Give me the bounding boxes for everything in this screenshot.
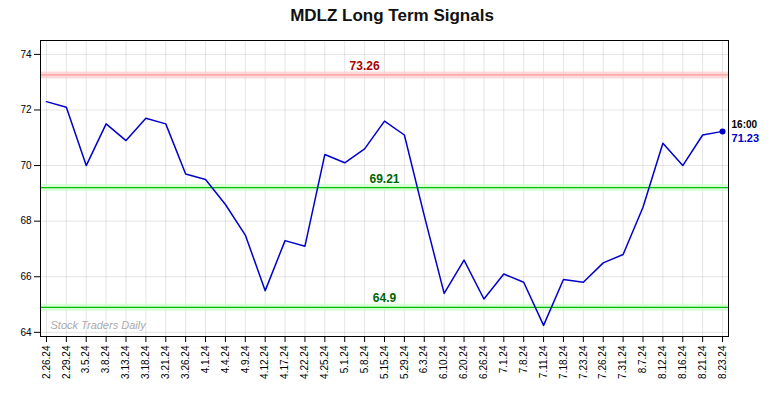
svg-text:6.20.24: 6.20.24 — [458, 345, 469, 379]
svg-text:4.9.24: 4.9.24 — [240, 345, 251, 373]
svg-text:3.5.24: 3.5.24 — [80, 345, 91, 373]
svg-text:2.29.24: 2.29.24 — [61, 345, 72, 379]
svg-text:5.8.24: 5.8.24 — [359, 345, 370, 373]
svg-text:8.23.24: 8.23.24 — [717, 345, 728, 379]
svg-text:7.31.24: 7.31.24 — [617, 345, 628, 379]
svg-text:7.11.24: 7.11.24 — [538, 345, 549, 378]
svg-text:4.1.24: 4.1.24 — [200, 345, 211, 373]
svg-text:64.9: 64.9 — [373, 291, 397, 305]
html-text:MDLZ Long Term Signals: MDLZ Long Term Signals — [290, 6, 494, 25]
svg-text:3.21.24: 3.21.24 — [160, 345, 171, 379]
svg-text:69.21: 69.21 — [369, 172, 399, 186]
svg-text:7.1.24: 7.1.24 — [498, 345, 509, 373]
svg-text:68: 68 — [20, 215, 32, 226]
svg-text:7.18.24: 7.18.24 — [558, 345, 569, 379]
svg-text:8.21.24: 8.21.24 — [697, 345, 708, 379]
svg-text:3.26.24: 3.26.24 — [180, 345, 191, 379]
svg-text:66: 66 — [20, 271, 32, 282]
svg-text:7.8.24: 7.8.24 — [518, 345, 529, 373]
svg-text:73.26: 73.26 — [350, 59, 380, 73]
svg-text:6.10.24: 6.10.24 — [438, 345, 449, 379]
svg-text:8.12.24: 8.12.24 — [657, 345, 668, 379]
svg-text:Stock Traders Daily: Stock Traders Daily — [51, 319, 148, 331]
svg-text:2.26.24: 2.26.24 — [41, 345, 52, 379]
svg-text:4.25.24: 4.25.24 — [319, 345, 330, 379]
svg-text:4.4.24: 4.4.24 — [220, 345, 231, 373]
svg-text:3.18.24: 3.18.24 — [140, 345, 151, 379]
svg-text:71.23: 71.23 — [732, 132, 760, 144]
svg-text:8.7.24: 8.7.24 — [637, 345, 648, 373]
svg-text:5.1.24: 5.1.24 — [339, 345, 350, 373]
svg-text:7.26.24: 7.26.24 — [597, 345, 608, 379]
svg-text:70: 70 — [20, 160, 32, 171]
svg-text:16:00: 16:00 — [732, 119, 758, 130]
svg-text:4.22.24: 4.22.24 — [299, 345, 310, 379]
svg-text:74: 74 — [20, 49, 32, 60]
svg-text:72: 72 — [20, 104, 32, 115]
svg-text:8.16.24: 8.16.24 — [677, 345, 688, 379]
svg-text:4.17.24: 4.17.24 — [279, 345, 290, 379]
svg-text:4.12.24: 4.12.24 — [259, 345, 270, 379]
svg-text:6.3.24: 6.3.24 — [418, 345, 429, 373]
svg-text:3.13.24: 3.13.24 — [120, 345, 131, 379]
svg-text:3.8.24: 3.8.24 — [100, 345, 111, 373]
svg-text:5.15.24: 5.15.24 — [379, 345, 390, 379]
svg-text:6.26.24: 6.26.24 — [478, 345, 489, 379]
svg-text:64: 64 — [20, 327, 32, 338]
svg-text:5.29.24: 5.29.24 — [399, 345, 410, 379]
svg-text:7.23.24: 7.23.24 — [578, 345, 589, 379]
